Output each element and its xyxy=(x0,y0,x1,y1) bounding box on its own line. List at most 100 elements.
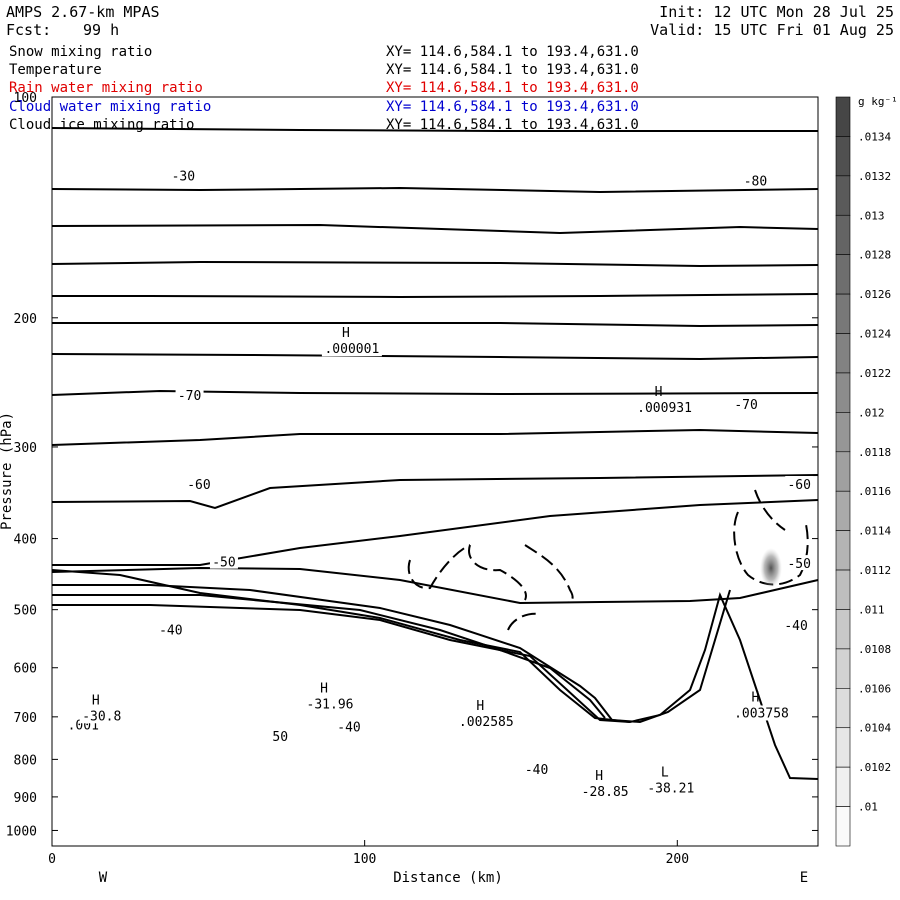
contour-label: -40 xyxy=(525,763,548,778)
west-label: W xyxy=(99,870,108,886)
field-xy-rain: XY= 114.6,584.1 to 193.4,631.0 xyxy=(386,80,639,96)
colorbar-bin xyxy=(835,254,851,295)
extremum-value: -30.8 xyxy=(82,709,121,724)
valid-time: Valid: 15 UTC Fri 01 Aug 25 xyxy=(650,21,894,39)
colorbar-tick-label: .0118 xyxy=(858,446,891,459)
field-xy-cloud-water: XY= 114.6,584.1 to 193.4,631.0 xyxy=(386,99,639,115)
isotherm-line xyxy=(51,186,819,194)
colorbar-bin xyxy=(835,530,851,571)
extremum-kind: L xyxy=(661,766,669,781)
colorbar-tick-label: .0128 xyxy=(858,249,891,262)
y-tick-label: 200 xyxy=(14,312,37,327)
y-tick-label: 600 xyxy=(14,662,37,677)
contour-label: -50 xyxy=(212,556,235,571)
colorbar-tick-label: .0106 xyxy=(858,682,891,695)
isotherm-line xyxy=(52,293,819,299)
colorbar-tick-label: .0112 xyxy=(858,564,891,577)
contour-label-bg xyxy=(156,621,185,637)
extremum-bg xyxy=(579,783,632,799)
colorbar-tick-label: .0104 xyxy=(858,722,891,735)
extremum-bg xyxy=(731,705,792,721)
colorbar-tick-label: .012 xyxy=(858,406,885,419)
y-tick-label: 900 xyxy=(14,791,37,806)
extremum-value: .003758 xyxy=(734,706,789,721)
colorbar-bin xyxy=(835,96,851,137)
field-name-rain: Rain water mixing ratio xyxy=(9,80,203,96)
forecast-label: Fcst: xyxy=(6,21,52,39)
colorbar-bin xyxy=(835,648,851,689)
colorbar-bin xyxy=(835,688,851,729)
extremum-kind: H xyxy=(595,769,603,784)
y-tick-label: 100 xyxy=(14,91,37,106)
isotherm-line xyxy=(51,353,819,361)
extremum-value: -31.96 xyxy=(307,698,354,713)
colorbar-bin xyxy=(835,136,851,177)
extremum-value: .000001 xyxy=(324,342,379,357)
extremum-value: -38.21 xyxy=(647,782,694,797)
isotherm-line xyxy=(52,604,631,723)
colorbar-tick-label: .0124 xyxy=(858,328,891,341)
extremum-value: -28.85 xyxy=(582,785,629,800)
contour-label-bg xyxy=(209,553,238,569)
colorbar-bin xyxy=(835,293,851,334)
contour-label: -60 xyxy=(787,478,810,493)
colorbar-bin xyxy=(835,372,851,413)
y-tick-label: 800 xyxy=(14,753,37,768)
extremum-kind: H xyxy=(476,699,484,714)
colorbar-bin xyxy=(835,806,851,847)
contour-label: -80 xyxy=(744,175,767,190)
extremum-value: .002585 xyxy=(459,715,514,730)
colorbar-tick-label: .0122 xyxy=(858,367,891,380)
contour-label: -70 xyxy=(178,389,201,404)
cloud-water-blob xyxy=(760,548,782,588)
contour-label-bg xyxy=(785,475,814,491)
isotherm-line xyxy=(52,499,819,566)
colorbar-bin xyxy=(835,412,851,453)
y-tick-label: 400 xyxy=(14,533,37,548)
colorbar: .0134 .0132 .013 .0128 .0126 .0124 .0122 .012 .0… xyxy=(835,96,891,847)
isotherm-line xyxy=(52,594,606,719)
colorbar-bin xyxy=(835,333,851,374)
y-axis-title: Pressure (hPa) xyxy=(0,412,15,530)
extremum-kind: H xyxy=(752,690,760,705)
colorbar-tick-label: .01 xyxy=(858,801,878,814)
colorbar-tick-label: .013 xyxy=(858,209,885,222)
isotherm-line xyxy=(51,127,818,132)
plot-frame xyxy=(51,96,819,847)
colorbar-tick-label: .0108 xyxy=(858,643,891,656)
contour-label-bg xyxy=(335,718,364,734)
contour-label: -70 xyxy=(734,398,757,413)
contour-label-bg xyxy=(732,395,761,411)
terrain-outline xyxy=(51,569,819,780)
x-axis: 0 100 200 xyxy=(48,840,689,867)
contour-label-bg xyxy=(184,475,213,491)
y-tick-label: 700 xyxy=(14,711,37,726)
contour-label: -60 xyxy=(187,478,210,493)
x-axis-title: Distance (km) xyxy=(393,870,503,886)
field-name-cloud-ice: Cloud ice mixing ratio xyxy=(9,117,194,133)
colorbar-tick-label: .0102 xyxy=(858,761,891,774)
colorbar-tick-label: .0126 xyxy=(858,288,891,301)
init-time: Init: 12 UTC Mon 28 Jul 25 xyxy=(659,3,894,21)
contour-labels: -80 -30 -70 -70 -60 -60 -50 -50 -40 -40 -40 -40 50 .0… xyxy=(65,167,814,778)
isotherm-line xyxy=(52,322,819,328)
colorbar-tick-label: .0134 xyxy=(858,130,891,143)
contour-label: -40 xyxy=(159,623,182,638)
contour-label: -30 xyxy=(172,170,195,185)
model-title: AMPS 2.67-km MPAS xyxy=(6,3,160,21)
y-tick-label: 1000 xyxy=(6,824,37,839)
extremum-kind: H xyxy=(655,385,663,400)
isotherm-line xyxy=(52,584,731,724)
colorbar-bin xyxy=(835,766,851,807)
isotherm-line xyxy=(51,260,819,268)
extremum-bg xyxy=(634,399,695,415)
colorbar-bin xyxy=(835,569,851,610)
contour-label-bg xyxy=(175,387,204,403)
field-name-temperature: Temperature xyxy=(9,62,102,78)
colorbar-bin xyxy=(835,175,851,216)
extremum-bg xyxy=(456,713,517,729)
isotherm-line xyxy=(51,223,819,235)
east-label: E xyxy=(800,870,808,886)
